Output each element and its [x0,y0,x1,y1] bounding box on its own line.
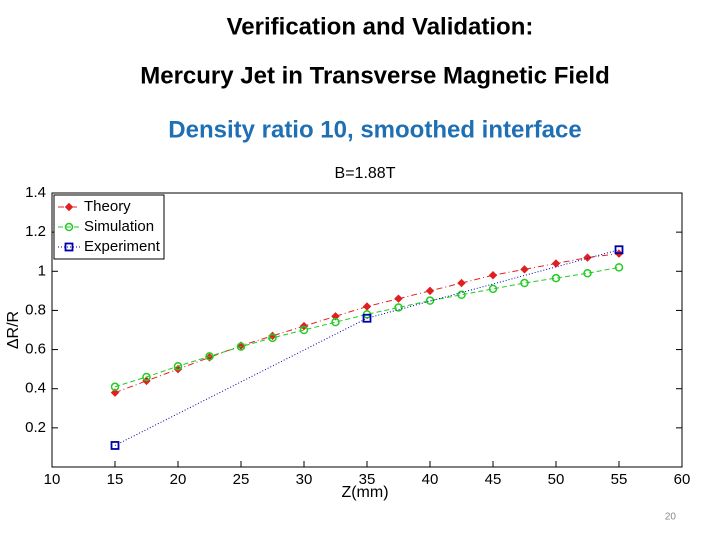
slide-subtitle: Mercury Jet in Transverse Magnetic Field [140,62,610,89]
y-tick-label: 0.2 [25,419,46,436]
data-point [394,303,403,312]
series-line [114,249,620,446]
data-point [110,441,120,450]
y-tick-label: 0.8 [25,301,46,318]
x-tick-label: 50 [548,471,565,488]
legend-marker [64,202,74,212]
x-tick-label: 25 [233,471,250,488]
chart-title: B=1.88T [335,165,396,182]
y-tick-label: 1.2 [25,223,46,240]
data-point [488,284,498,294]
page-number: 20 [665,512,677,523]
data-point [551,273,561,283]
data-point [614,245,624,255]
data-point [331,317,340,327]
legend-label: Experiment [84,238,161,255]
data-point [551,259,561,268]
data-point [488,270,498,280]
y-tick-label: 0.4 [25,380,46,397]
data-point [362,302,372,311]
data-point [457,290,466,300]
x-tick-label: 40 [422,471,439,488]
x-tick-label: 30 [296,471,313,488]
data-point [425,286,435,296]
data-point [583,268,592,278]
slide-heading: Density ratio 10, smoothed interface [168,116,581,143]
slide-title: Verification and Validation: [227,13,534,40]
data-point [110,388,120,397]
y-tick-label: 1 [38,262,46,279]
data-point [268,333,277,343]
data-point [236,342,246,351]
legend-label: Theory [84,198,131,215]
x-tick-label: 15 [107,471,124,488]
x-tick-label: 20 [170,471,187,488]
x-tick-label: 35 [359,471,376,488]
series-line [114,253,620,394]
data-point [394,294,403,303]
data-point [205,352,214,361]
x-tick-label: 60 [674,471,691,488]
data-point [331,312,340,321]
legend-marker [64,222,74,232]
series-line [114,266,620,388]
legend-label: Simulation [84,218,154,235]
data-point [173,361,183,371]
data-point [583,253,592,262]
x-tick-label: 10 [44,471,61,488]
legend-marker [64,242,74,252]
x-tick-label: 45 [485,471,502,488]
data-point [362,313,372,323]
data-point [520,265,529,274]
x-axis-label: Z(mm) [341,484,388,501]
data-point [142,372,151,382]
data-point [457,278,466,288]
y-tick-label: 1.4 [25,184,46,201]
y-tick-label: 0.6 [25,341,46,358]
x-tick-label: 55 [611,471,628,488]
data-point [299,325,309,335]
y-axis-label: ΔR/R [5,311,22,349]
data-point [520,278,529,288]
data-point [110,382,120,392]
data-point [614,263,624,272]
